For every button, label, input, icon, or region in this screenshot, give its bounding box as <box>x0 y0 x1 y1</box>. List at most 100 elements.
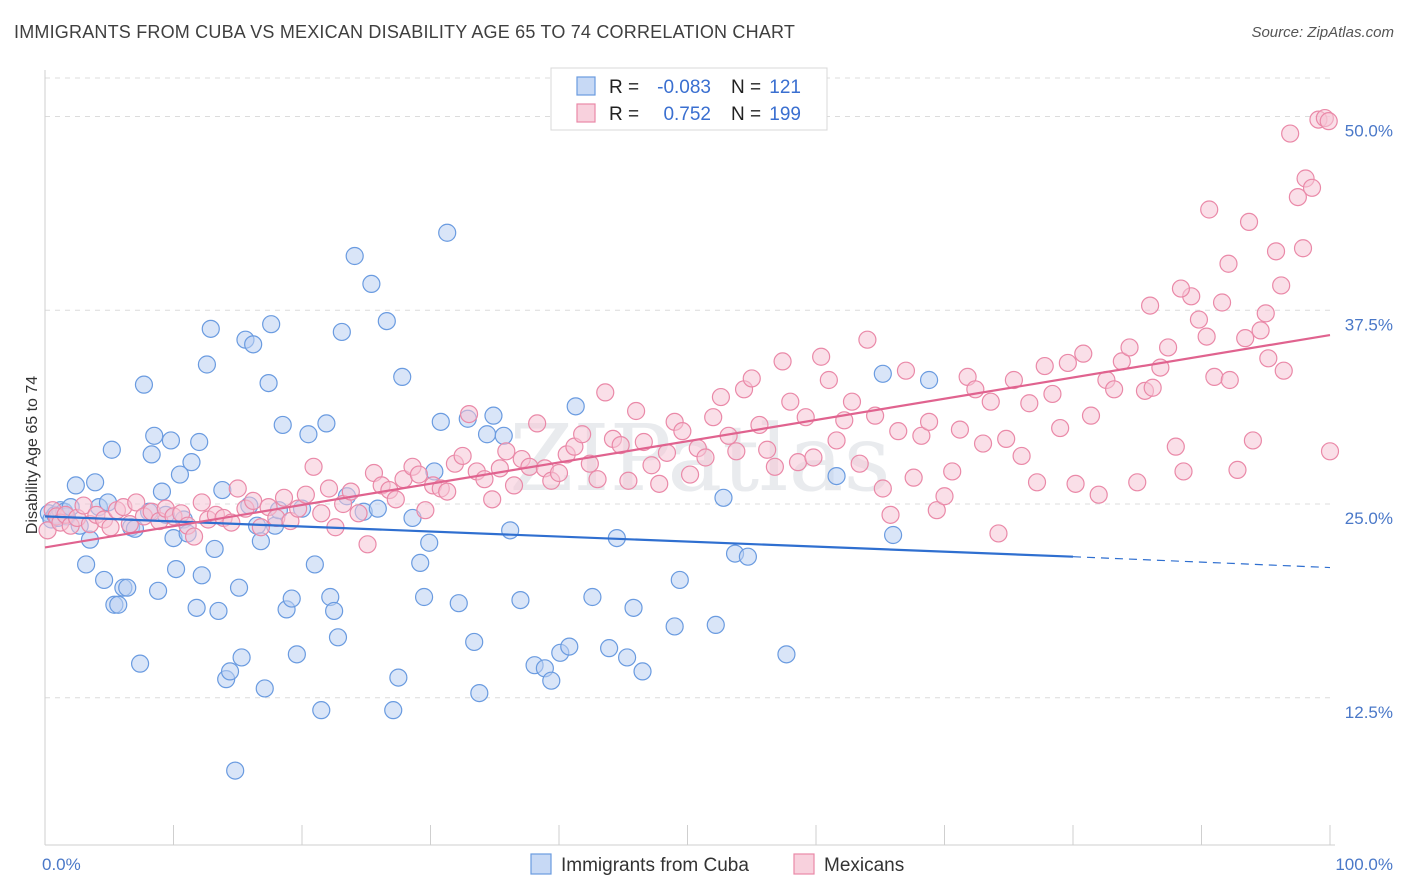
point-mexicans <box>101 518 120 537</box>
point-mexicans <box>935 487 954 506</box>
point-mexicans <box>981 392 1000 411</box>
point-mexicans <box>438 482 457 501</box>
point-mexicans <box>950 420 970 439</box>
point-mexicans <box>1256 304 1275 323</box>
point-cuba <box>449 594 468 613</box>
point-cuba <box>255 679 274 698</box>
point-mexicans <box>927 501 946 520</box>
legend-box <box>550 67 828 131</box>
point-cuba <box>465 632 484 652</box>
point-mexicans <box>1274 361 1293 380</box>
point-mexicans <box>1200 200 1219 219</box>
point-cuba <box>317 414 336 433</box>
point-mexicans <box>596 383 615 402</box>
bottom-legend-swatch-cuba <box>530 853 552 875</box>
legend-n-label: N = <box>731 77 761 98</box>
point-mexicans <box>788 453 808 472</box>
point-mexicans <box>192 493 211 512</box>
point-cuba <box>182 453 201 472</box>
point-mexicans <box>453 446 472 466</box>
trend-line-cuba <box>44 515 1074 558</box>
point-cuba <box>477 425 497 444</box>
point-mexicans <box>657 443 677 462</box>
point-mexicans <box>296 485 315 504</box>
point-mexicans <box>1081 406 1101 425</box>
point-cuba <box>494 426 513 445</box>
point-mexicans <box>549 463 569 483</box>
point-mexicans <box>634 432 653 452</box>
point-cuba <box>368 499 387 518</box>
bottom-legend-label-cuba: Immigrants from Cuba <box>561 855 749 876</box>
point-mexicans <box>459 405 479 424</box>
point-mexicans <box>74 496 93 515</box>
point-cuba <box>201 319 220 338</box>
point-mexicans <box>673 422 692 441</box>
x-tick-labels: 0.0% 100.0% <box>42 855 1393 874</box>
point-mexicans <box>997 429 1016 448</box>
point-cuba <box>600 639 619 658</box>
point-cuba <box>77 555 96 574</box>
point-cuba <box>232 648 251 667</box>
y-tick-label: 50.0% <box>1345 122 1393 141</box>
point-mexicans <box>386 490 405 509</box>
legend-n-value: 121 <box>769 77 801 98</box>
point-mexicans <box>1243 431 1263 450</box>
point-cuba <box>130 654 150 673</box>
point-cuba <box>190 432 209 452</box>
point-mexicans <box>1174 462 1193 481</box>
correlation-legend: R = -0.083 N = 121 R = 0.752 N = 199 <box>550 67 828 131</box>
legend-r-label: R = <box>609 77 639 98</box>
point-mexicans <box>349 504 368 523</box>
point-cuba <box>192 566 211 585</box>
point-cuba <box>187 598 206 617</box>
point-mexicans <box>244 491 263 510</box>
point-cuba <box>389 668 408 687</box>
legend-n-value: 199 <box>769 104 801 125</box>
point-cuba <box>670 570 689 590</box>
point-cuba <box>583 587 602 607</box>
point-mexicans <box>758 440 777 459</box>
point-mexicans <box>943 462 962 481</box>
point-cuba <box>414 587 434 607</box>
point-mexicans <box>1220 370 1239 390</box>
point-mexicans <box>1058 353 1077 373</box>
point-mexicans <box>973 434 993 453</box>
point-mexicans <box>1288 188 1307 207</box>
series-mexicans <box>38 108 1340 554</box>
point-mexicans <box>889 422 908 441</box>
point-mexicans <box>626 401 646 421</box>
point-mexicans <box>704 408 723 427</box>
point-mexicans <box>881 505 900 524</box>
point-mexicans <box>1027 473 1047 492</box>
point-mexicans <box>588 470 607 489</box>
point-cuba <box>259 374 278 393</box>
point-mexicans <box>1272 276 1291 295</box>
point-mexicans <box>804 448 823 467</box>
point-mexicans <box>1219 254 1238 273</box>
point-mexicans <box>274 488 294 507</box>
point-cuba <box>706 615 725 635</box>
point-mexicans <box>409 465 429 484</box>
point-cuba <box>501 521 520 540</box>
point-mexicans <box>858 330 877 349</box>
point-cuba <box>282 589 301 608</box>
point-cuba <box>166 559 186 579</box>
point-cuba <box>919 370 939 390</box>
legend-r-label: R = <box>609 104 639 125</box>
point-cuba <box>325 601 344 621</box>
point-cuba <box>148 581 168 600</box>
point-cuba <box>714 488 733 507</box>
point-mexicans <box>1239 212 1259 231</box>
point-cuba <box>244 335 263 354</box>
point-mexicans <box>611 436 630 455</box>
point-mexicans <box>1143 378 1162 397</box>
point-mexicans <box>497 442 516 461</box>
point-cuba <box>305 555 324 574</box>
point-cuba <box>873 364 892 383</box>
point-mexicans <box>1302 178 1322 197</box>
point-mexicans <box>711 387 731 407</box>
point-mexicans <box>773 352 792 371</box>
point-mexicans <box>1120 338 1139 357</box>
point-cuba <box>431 412 450 431</box>
point-mexicans <box>1228 460 1247 479</box>
